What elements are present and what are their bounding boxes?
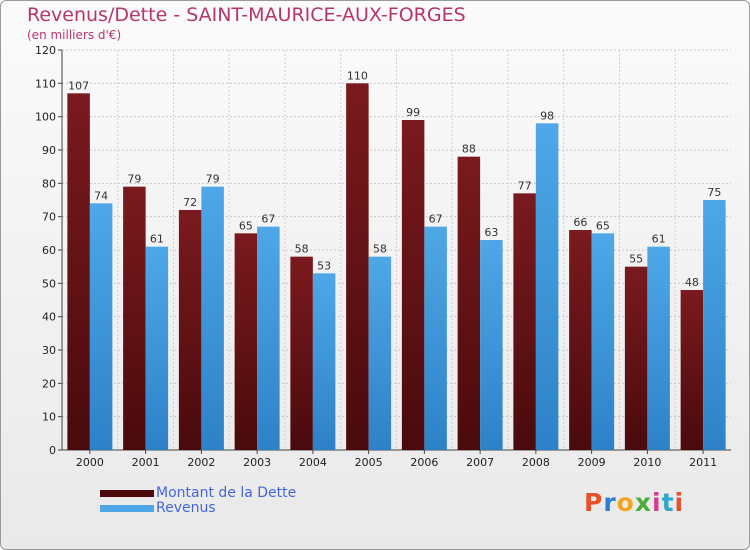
logo-letter: x bbox=[634, 488, 652, 517]
bars bbox=[67, 83, 726, 451]
x-tick-label: 2004 bbox=[299, 456, 327, 469]
bar-revenue-2010 bbox=[647, 246, 670, 450]
data-label-debt-2006: 99 bbox=[406, 106, 420, 119]
bar-debt-2003 bbox=[234, 233, 258, 450]
bar-revenue-2008 bbox=[535, 123, 559, 450]
x-tick-label: 2005 bbox=[355, 456, 383, 469]
axes: 0 10 20 30 40 50 60 70 80 90 100 110 120 2000 2001 2002… bbox=[35, 44, 731, 469]
data-label-debt-2007: 88 bbox=[462, 143, 476, 156]
y-tick-label: 60 bbox=[42, 244, 56, 257]
legend-label-revenue: Revenus bbox=[156, 500, 216, 516]
data-label-revenue-2009: 65 bbox=[596, 219, 610, 232]
bar-debt-2006 bbox=[401, 120, 425, 450]
x-tick-label: 2002 bbox=[187, 456, 215, 469]
legend-swatch-revenue bbox=[100, 505, 154, 512]
proxiti-logo: Proxiti bbox=[584, 488, 684, 517]
data-label-debt-2002: 72 bbox=[183, 196, 197, 209]
data-label-debt-2005: 110 bbox=[347, 69, 368, 82]
bar-debt-2005 bbox=[346, 83, 369, 450]
bar-revenue-2011 bbox=[703, 200, 726, 450]
y-tick-label: 110 bbox=[35, 77, 56, 90]
y-tick-label: 10 bbox=[42, 411, 56, 424]
chart-subtitle: (en milliers d'€) bbox=[27, 28, 122, 42]
logo-letter: i bbox=[674, 488, 685, 517]
logo-letter: P bbox=[584, 488, 604, 517]
data-label-debt-2009: 66 bbox=[573, 216, 587, 229]
data-label-revenue-2007: 63 bbox=[484, 226, 498, 239]
data-label-debt-2008: 77 bbox=[518, 179, 532, 192]
data-label-debt-2010: 55 bbox=[629, 253, 643, 266]
data-label-debt-2000: 107 bbox=[68, 79, 89, 92]
logo-letter: o bbox=[616, 488, 635, 517]
bar-debt-2008 bbox=[513, 193, 536, 451]
bar-debt-2002 bbox=[178, 210, 202, 450]
data-label-debt-2001: 79 bbox=[127, 173, 141, 186]
data-label-revenue-2006: 67 bbox=[429, 213, 443, 226]
x-tick-label: 2007 bbox=[466, 456, 494, 469]
data-label-revenue-2008: 98 bbox=[540, 109, 554, 122]
y-tick-label: 20 bbox=[42, 377, 56, 390]
bar-revenue-2009 bbox=[591, 233, 615, 450]
bar-debt-2010 bbox=[624, 266, 648, 450]
bar-revenue-2007 bbox=[480, 240, 503, 450]
data-label-revenue-2005: 58 bbox=[373, 243, 387, 256]
data-label-revenue-2002: 79 bbox=[206, 173, 220, 186]
x-tick-label: 2001 bbox=[132, 456, 160, 469]
x-tick-label: 2000 bbox=[76, 456, 104, 469]
x-tick-label: 2006 bbox=[410, 456, 438, 469]
data-label-revenue-2004: 53 bbox=[317, 259, 331, 272]
y-tick-label: 80 bbox=[42, 177, 56, 190]
bar-debt-2011 bbox=[680, 290, 704, 450]
logo-letter: t bbox=[661, 488, 675, 517]
data-label-debt-2004: 58 bbox=[295, 243, 309, 256]
y-tick-label: 90 bbox=[42, 144, 56, 157]
bar-chart: 0 10 20 30 40 50 60 70 80 90 100 110 120 2000 2001 2002… bbox=[35, 44, 731, 469]
y-tick-label: 0 bbox=[49, 444, 56, 457]
grid bbox=[62, 49, 731, 451]
y-tick-label: 50 bbox=[42, 277, 56, 290]
bar-debt-2004 bbox=[290, 256, 313, 450]
data-label-debt-2003: 65 bbox=[239, 219, 253, 232]
data-label-revenue-2000: 74 bbox=[94, 189, 108, 202]
x-tick-label: 2010 bbox=[633, 456, 661, 469]
y-tick-label: 100 bbox=[35, 111, 56, 124]
legend-swatch-debt bbox=[100, 490, 154, 497]
bar-revenue-2002 bbox=[201, 186, 224, 450]
legend-item-revenue: Revenus bbox=[100, 501, 296, 516]
bar-revenue-2003 bbox=[257, 226, 280, 450]
logo-letter: i bbox=[652, 488, 662, 517]
legend-label-debt: Montant de la Dette bbox=[156, 485, 297, 501]
data-label-revenue-2010: 61 bbox=[652, 233, 666, 246]
bar-revenue-2006 bbox=[424, 226, 447, 450]
data-label-revenue-2003: 67 bbox=[261, 213, 275, 226]
data-label-revenue-2011: 75 bbox=[707, 186, 721, 199]
bar-debt-2000 bbox=[67, 93, 90, 450]
bar-revenue-2004 bbox=[312, 273, 336, 450]
y-tick-label: 120 bbox=[35, 44, 56, 57]
x-tick-label: 2009 bbox=[578, 456, 606, 469]
bar-revenue-2001 bbox=[145, 246, 169, 450]
y-tick-label: 70 bbox=[42, 211, 56, 224]
bar-debt-2007 bbox=[457, 156, 481, 450]
bar-revenue-2000 bbox=[89, 203, 113, 450]
data-label-revenue-2001: 61 bbox=[150, 233, 164, 246]
bar-revenue-2005 bbox=[368, 256, 392, 450]
x-tick-label: 2003 bbox=[243, 456, 271, 469]
y-tick-label: 30 bbox=[42, 344, 56, 357]
bar-debt-2001 bbox=[123, 186, 146, 450]
data-labels: 107 74 79 61 72 79 65 67 58 53 110 58 99 67 88 63 77 98 66… bbox=[68, 69, 721, 289]
legend-item-debt: Montant de la Dette bbox=[100, 486, 296, 501]
x-tick-label: 2008 bbox=[522, 456, 550, 469]
legend: Montant de la Dette Revenus bbox=[100, 486, 296, 516]
bar-debt-2009 bbox=[569, 230, 592, 450]
x-tick-label: 2011 bbox=[689, 456, 717, 469]
y-tick-label: 40 bbox=[42, 311, 56, 324]
chart-title: Revenus/Dette - SAINT-MAURICE-AUX-FORGES bbox=[27, 4, 466, 26]
data-label-debt-2011: 48 bbox=[685, 276, 699, 289]
logo-letter: r bbox=[603, 488, 617, 517]
